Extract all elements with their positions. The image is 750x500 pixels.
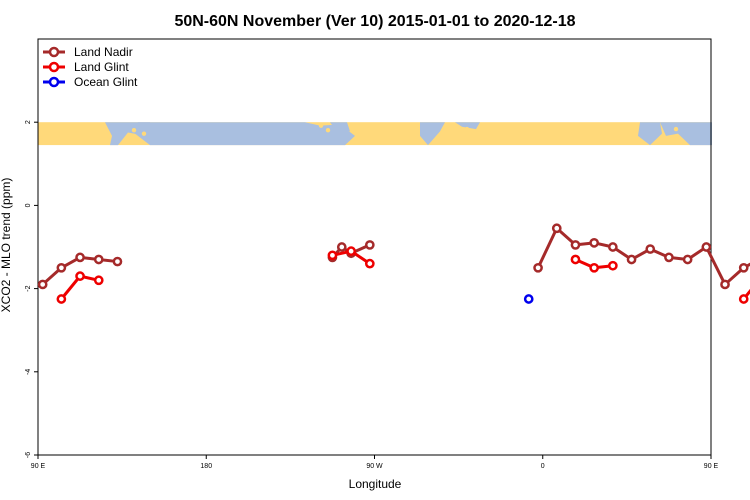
series-layer: [37, 223, 750, 304]
data-point: [738, 262, 749, 273]
map-ocean-region: [420, 122, 445, 146]
legend-marker: [48, 76, 60, 88]
x-tick-label: 180: [200, 463, 212, 470]
y-axis-label: XCO2 - MLO trend (ppm): [0, 178, 13, 313]
map-ocean-region: [330, 122, 350, 132]
map-island: [131, 128, 137, 133]
y-tick-label: -6: [25, 452, 32, 458]
series-line: [536, 226, 750, 286]
data-point: [701, 242, 712, 252]
y-axis: 2 0 -2 -4 -6: [25, 120, 38, 458]
data-point: [720, 279, 730, 290]
map-island: [325, 128, 331, 133]
legend-label: Ocean Glint: [74, 75, 138, 89]
series-land-glint: [56, 246, 750, 304]
map-island: [464, 126, 470, 132]
data-point: [626, 254, 637, 265]
data-point: [608, 242, 618, 252]
data-point: [589, 237, 600, 248]
map-ocean-region: [455, 122, 480, 130]
data-point: [93, 254, 104, 265]
legend-label: Land Nadir: [74, 45, 133, 59]
data-point: [93, 275, 104, 286]
map-ocean-region: [638, 122, 662, 146]
x-tick-label: 90 E: [31, 463, 46, 470]
data-point: [37, 279, 48, 290]
map-island: [673, 126, 679, 132]
legend-item: Land Nadir: [43, 45, 133, 59]
chart-title: 50N-60N November (Ver 10) 2015-01-01 to …: [174, 13, 575, 30]
data-point: [589, 262, 600, 273]
legend-item: Land Glint: [43, 60, 129, 74]
data-point: [533, 262, 543, 273]
data-point: [346, 246, 356, 257]
data-point: [551, 223, 562, 234]
data-point: [336, 242, 347, 252]
data-point: [608, 260, 618, 271]
map-island: [141, 131, 147, 136]
data-point: [112, 256, 123, 267]
map-ocean-region: [660, 122, 712, 146]
series-ocean-glint: [523, 294, 534, 304]
map-strip: [38, 122, 712, 146]
data-point: [523, 294, 534, 304]
data-point: [570, 254, 581, 265]
y-tick-label: 0: [25, 203, 32, 207]
map-strip-land: [105, 122, 712, 146]
data-point: [645, 244, 656, 254]
x-axis-label: Longitude: [349, 477, 402, 491]
data-point: [327, 250, 338, 261]
data-point: [56, 294, 67, 304]
x-tick-label: 0: [541, 463, 545, 470]
data-point: [75, 271, 85, 281]
legend-marker: [48, 61, 60, 73]
y-tick-label: -2: [25, 285, 32, 291]
data-point: [570, 240, 581, 250]
legend-label: Land Glint: [74, 60, 129, 74]
y-tick-label: 2: [25, 120, 32, 124]
data-point: [56, 262, 67, 273]
data-point: [682, 254, 693, 265]
map-ocean-region: [135, 122, 355, 146]
x-tick-label: 90 E: [704, 463, 719, 470]
data-point: [364, 258, 375, 269]
map-island: [350, 129, 356, 134]
map-island: [318, 123, 324, 128]
data-point: [664, 252, 674, 263]
legend-marker: [48, 46, 60, 58]
data-point: [738, 294, 749, 304]
x-tick-label: 90 W: [366, 463, 383, 470]
data-point: [75, 252, 85, 263]
series-land-nadir: [37, 223, 750, 290]
legend-item: Ocean Glint: [43, 75, 138, 89]
data-point: [364, 240, 375, 250]
y-tick-label: -4: [25, 369, 32, 375]
